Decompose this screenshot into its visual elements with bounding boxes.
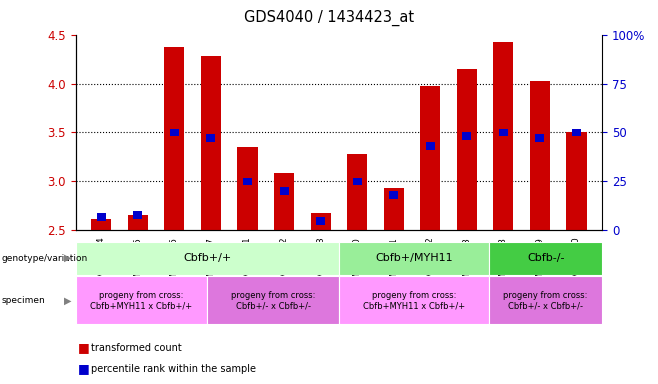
Text: ▶: ▶ <box>64 295 71 305</box>
Bar <box>97 213 106 220</box>
Bar <box>243 177 252 185</box>
Bar <box>207 134 215 142</box>
Text: ▶: ▶ <box>64 253 71 263</box>
Bar <box>384 188 404 230</box>
Bar <box>134 211 142 218</box>
Bar <box>490 276 602 324</box>
Bar <box>499 129 508 136</box>
Bar <box>339 242 490 275</box>
Bar <box>76 276 207 324</box>
Bar <box>530 81 550 230</box>
Text: Cbfb+/+: Cbfb+/+ <box>183 253 232 263</box>
Text: percentile rank within the sample: percentile rank within the sample <box>91 364 256 374</box>
Text: genotype/variation: genotype/variation <box>1 253 88 263</box>
Bar <box>164 47 184 230</box>
Bar <box>457 69 477 230</box>
Bar <box>128 215 148 230</box>
Bar <box>280 187 289 195</box>
Text: progeny from cross:
Cbfb+/- x Cbfb+/-: progeny from cross: Cbfb+/- x Cbfb+/- <box>503 291 588 310</box>
Bar <box>91 218 111 230</box>
Bar <box>238 147 257 230</box>
Bar <box>207 276 339 324</box>
Bar <box>339 276 490 324</box>
Bar <box>567 132 586 230</box>
Bar <box>170 129 179 136</box>
Text: ■: ■ <box>78 341 89 354</box>
Text: transformed count: transformed count <box>91 343 182 353</box>
Bar <box>463 132 471 140</box>
Bar <box>389 191 398 199</box>
Text: progeny from cross:
Cbfb+MYH11 x Cbfb+/+: progeny from cross: Cbfb+MYH11 x Cbfb+/+ <box>363 291 465 310</box>
Text: Cbfb+/MYH11: Cbfb+/MYH11 <box>375 253 453 263</box>
Text: ■: ■ <box>78 362 89 375</box>
Bar <box>347 154 367 230</box>
Text: progeny from cross:
Cbfb+MYH11 x Cbfb+/+: progeny from cross: Cbfb+MYH11 x Cbfb+/+ <box>90 291 193 310</box>
Bar <box>274 173 294 230</box>
Bar <box>572 129 581 136</box>
Bar <box>76 242 339 275</box>
Text: progeny from cross:
Cbfb+/- x Cbfb+/-: progeny from cross: Cbfb+/- x Cbfb+/- <box>231 291 315 310</box>
Bar <box>536 134 544 142</box>
Text: Cbfb-/-: Cbfb-/- <box>527 253 565 263</box>
Bar <box>353 177 362 185</box>
Bar <box>420 86 440 230</box>
Bar <box>201 56 221 230</box>
Bar <box>311 213 331 230</box>
Bar <box>490 242 602 275</box>
Bar <box>316 217 325 225</box>
Bar <box>494 42 513 230</box>
Text: specimen: specimen <box>1 296 45 305</box>
Bar <box>426 142 435 150</box>
Text: GDS4040 / 1434423_at: GDS4040 / 1434423_at <box>244 10 414 26</box>
